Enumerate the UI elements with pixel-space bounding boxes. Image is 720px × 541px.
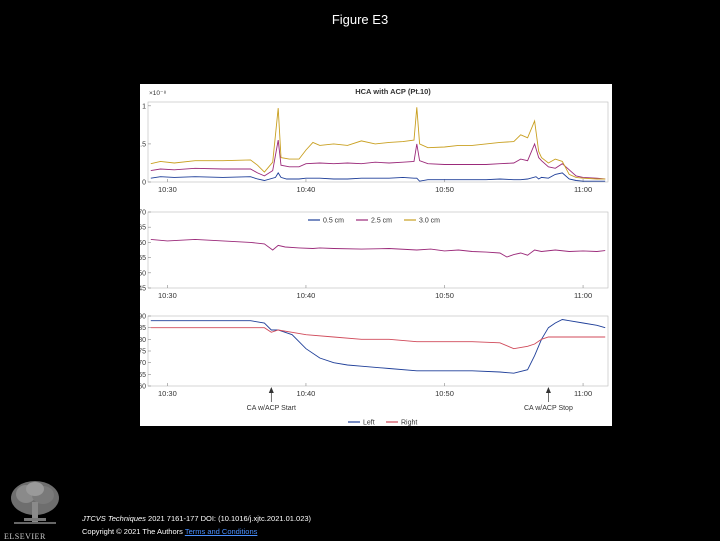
series-line-0-5-cm [150,172,606,182]
x-tick-label: 11:00 [574,185,592,194]
y-multiplier: ×10⁻⁸ [149,90,166,97]
chart-panel-3: 6065707580859010:3010:4010:5011:00INVOS … [140,314,609,427]
citation-journal: JTCVS Techniques [82,514,146,523]
y-tick-label: 1 [142,103,146,110]
annotation-label: CA w/ACP Start [247,405,296,412]
x-tick-label: 10:50 [435,389,454,398]
y-tick-label: 55 [140,255,146,262]
y-tick-label: 65 [140,372,146,379]
x-tick-label: 10:50 [435,185,454,194]
series-line-3-0-cm [150,107,606,180]
plot-frame [147,211,609,289]
y-tick-label: 70 [140,360,146,367]
y-tick-label: 60 [140,240,146,247]
citation-details: 2021 7161-177 DOI: (10.1016/j.xjtc.2021.… [145,514,312,523]
x-tick-label: 10:30 [158,185,177,194]
y-tick-label: 65 [140,225,146,232]
x-tick-label: 11:00 [574,291,592,300]
publisher-name: ELSEVIER [4,532,46,541]
series-line-2-5-cm [150,238,606,258]
legend-label: Right [401,420,417,427]
elsevier-tree-icon [6,478,64,536]
y-tick-label: 50 [140,270,146,277]
copyright: Copyright © 2021 The Authors Terms and C… [82,527,257,536]
legend-label: 2.5 cm [371,218,392,225]
y-tick-label: 0 [142,180,146,187]
plot-frame [147,315,609,387]
legend-label: 3.0 cm [419,218,440,225]
y-tick-label: 70 [140,210,146,217]
x-tick-label: 10:30 [158,291,177,300]
copyright-text: Copyright © 2021 The Authors [82,527,185,536]
y-tick-label: 90 [140,314,146,321]
y-tick-label: 45 [140,286,146,293]
plot-frame [147,101,609,183]
x-tick-label: 10:40 [297,185,316,194]
legend-label: Left [363,420,375,427]
annotation-arrowhead [545,387,551,393]
series-line-left [150,319,606,374]
x-tick-label: 10:30 [158,389,177,398]
y-tick-label: 85 [140,325,146,332]
annotation-label: CA w/ACP Stop [524,405,573,412]
y-tick-label: 0.5 [140,141,146,148]
slide-title: Figure E3 [331,12,389,27]
x-tick-label: 11:00 [574,389,592,398]
annotation-arrowhead [268,387,274,393]
series-line-2-5-cm [150,140,606,180]
series-line-right [150,327,606,350]
x-tick-label: 10:40 [297,389,316,398]
chart-title: HCA with ACP (Pt.10) [355,87,431,96]
y-tick-label: 80 [140,337,146,344]
legend-label: 0.5 cm [323,218,344,225]
terms-and-conditions-link[interactable]: Terms and Conditions [184,527,258,536]
y-tick-label: 60 [140,384,146,391]
elsevier-logo: ELSEVIER [4,478,64,541]
citation: JTCVS Techniques 2021 7161-177 DOI: (10.… [82,514,311,523]
x-tick-label: 10:40 [297,291,316,300]
x-tick-label: 10:50 [435,291,454,300]
y-tick-label: 75 [140,349,146,356]
